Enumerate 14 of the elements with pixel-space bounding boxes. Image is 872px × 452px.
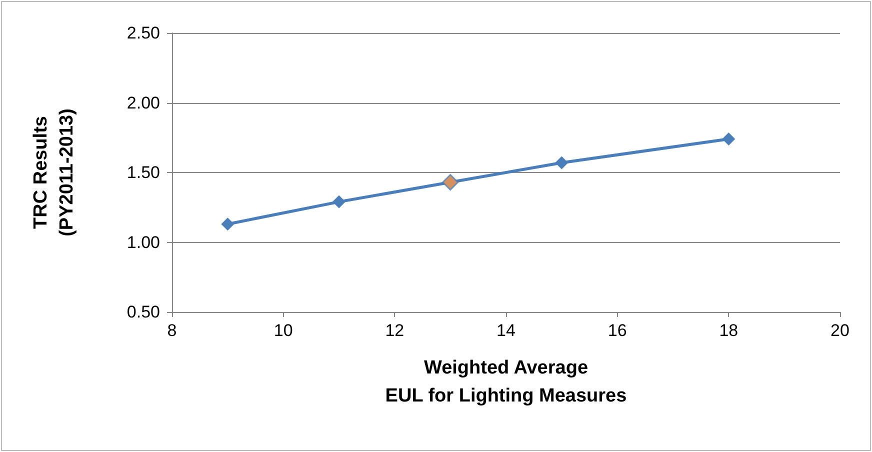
y-tick-label: 0.50 (126, 302, 160, 322)
y-tick-label: 2.50 (126, 24, 160, 42)
x-axis-title: Weighted Average EUL for Lighting Measures (385, 358, 627, 406)
y-tick-label: 1.50 (126, 163, 160, 182)
y-tick-label: 1.00 (126, 232, 160, 252)
x-tick-label: 20 (830, 321, 850, 340)
x-tick-label: 12 (385, 321, 404, 340)
y-axis-title: TRC Results (PY2011-2013) (30, 108, 78, 236)
x-tick-label: 14 (496, 321, 516, 340)
x-tick-label: 8 (167, 321, 177, 340)
x-tick-label: 16 (608, 321, 627, 340)
x-tick-label: 18 (719, 321, 738, 340)
x-tick-label: 10 (274, 321, 293, 340)
y-tick-label: 2.00 (126, 93, 160, 112)
